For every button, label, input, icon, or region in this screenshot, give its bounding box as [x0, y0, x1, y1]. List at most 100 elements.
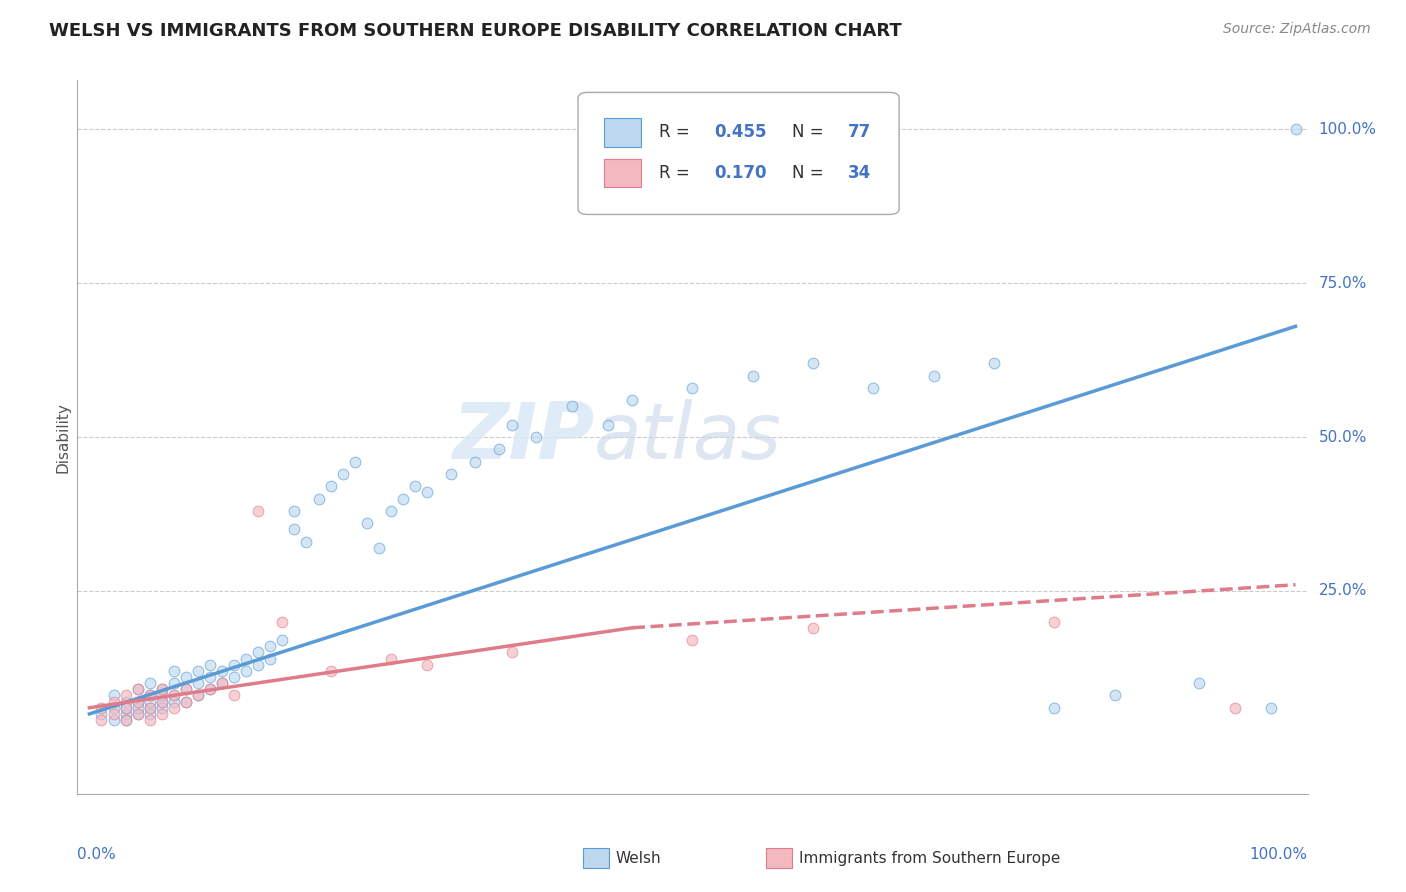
Point — [801, 356, 824, 370]
Point — [174, 682, 197, 697]
Point — [247, 657, 270, 672]
FancyBboxPatch shape — [605, 118, 641, 146]
Text: 100.0%: 100.0% — [1319, 122, 1376, 137]
Point — [1284, 122, 1306, 136]
FancyBboxPatch shape — [605, 159, 641, 187]
Point — [198, 657, 221, 672]
Point — [283, 522, 305, 536]
Point — [138, 689, 160, 703]
Text: 75.0%: 75.0% — [1319, 276, 1367, 291]
Text: atlas: atlas — [595, 399, 782, 475]
Point — [404, 479, 426, 493]
Point — [621, 393, 644, 408]
Point — [163, 689, 186, 703]
Point — [103, 695, 125, 709]
Text: 0.455: 0.455 — [714, 123, 768, 141]
Point — [150, 700, 173, 714]
Point — [501, 417, 523, 432]
Point — [114, 689, 136, 703]
Point — [1225, 700, 1247, 714]
Point — [308, 491, 330, 506]
Point — [138, 689, 160, 703]
Point — [501, 645, 523, 659]
Point — [187, 689, 209, 703]
Text: 50.0%: 50.0% — [1319, 430, 1367, 444]
Text: N =: N = — [792, 123, 830, 141]
Point — [235, 664, 257, 678]
Point — [163, 695, 186, 709]
Point — [235, 651, 257, 665]
Point — [187, 676, 209, 690]
Point — [163, 664, 186, 678]
Point — [440, 467, 463, 481]
Point — [561, 400, 583, 414]
Point — [1188, 676, 1211, 690]
Point — [224, 689, 246, 703]
Point — [1043, 700, 1066, 714]
Point — [1260, 700, 1282, 714]
Point — [682, 633, 704, 648]
Point — [103, 713, 125, 727]
Point — [114, 700, 136, 714]
Point — [247, 645, 270, 659]
Point — [103, 689, 125, 703]
Point — [150, 706, 173, 721]
Point — [187, 664, 209, 678]
Point — [259, 639, 281, 653]
Point — [464, 455, 486, 469]
Point — [150, 682, 173, 697]
Point — [174, 695, 197, 709]
Point — [271, 633, 294, 648]
Point — [103, 700, 125, 714]
Point — [150, 682, 173, 697]
Text: WELSH VS IMMIGRANTS FROM SOUTHERN EUROPE DISABILITY CORRELATION CHART: WELSH VS IMMIGRANTS FROM SOUTHERN EUROPE… — [49, 22, 903, 40]
Point — [862, 381, 884, 395]
Point — [198, 682, 221, 697]
Point — [150, 689, 173, 703]
Point — [174, 695, 197, 709]
Point — [247, 504, 270, 518]
Point — [922, 368, 945, 383]
Point — [174, 682, 197, 697]
Text: Immigrants from Southern Europe: Immigrants from Southern Europe — [799, 851, 1060, 865]
Point — [596, 417, 619, 432]
Point — [114, 713, 136, 727]
Point — [127, 700, 149, 714]
Point — [488, 442, 510, 457]
Point — [114, 700, 136, 714]
Point — [367, 541, 389, 555]
Text: 0.170: 0.170 — [714, 164, 768, 182]
Point — [380, 504, 402, 518]
Point — [319, 664, 342, 678]
Point — [198, 682, 221, 697]
Point — [332, 467, 354, 481]
Point — [211, 664, 233, 678]
Point — [127, 706, 149, 721]
Point — [524, 430, 547, 444]
Text: N =: N = — [792, 164, 830, 182]
Text: ZIP: ZIP — [451, 399, 595, 475]
Point — [198, 670, 221, 684]
Point — [138, 700, 160, 714]
Point — [983, 356, 1005, 370]
Point — [90, 713, 112, 727]
Text: R =: R = — [659, 164, 695, 182]
Point — [90, 700, 112, 714]
Point — [801, 621, 824, 635]
Point — [127, 682, 149, 697]
Text: Source: ZipAtlas.com: Source: ZipAtlas.com — [1223, 22, 1371, 37]
Point — [283, 504, 305, 518]
Point — [114, 706, 136, 721]
Point — [187, 689, 209, 703]
Point — [127, 695, 149, 709]
Point — [103, 706, 125, 721]
Point — [211, 676, 233, 690]
Point — [741, 368, 763, 383]
Point — [138, 695, 160, 709]
Point — [682, 381, 704, 395]
Text: 0.0%: 0.0% — [77, 847, 117, 863]
Y-axis label: Disability: Disability — [55, 401, 70, 473]
Text: Welsh: Welsh — [616, 851, 661, 865]
Point — [224, 657, 246, 672]
Point — [163, 700, 186, 714]
